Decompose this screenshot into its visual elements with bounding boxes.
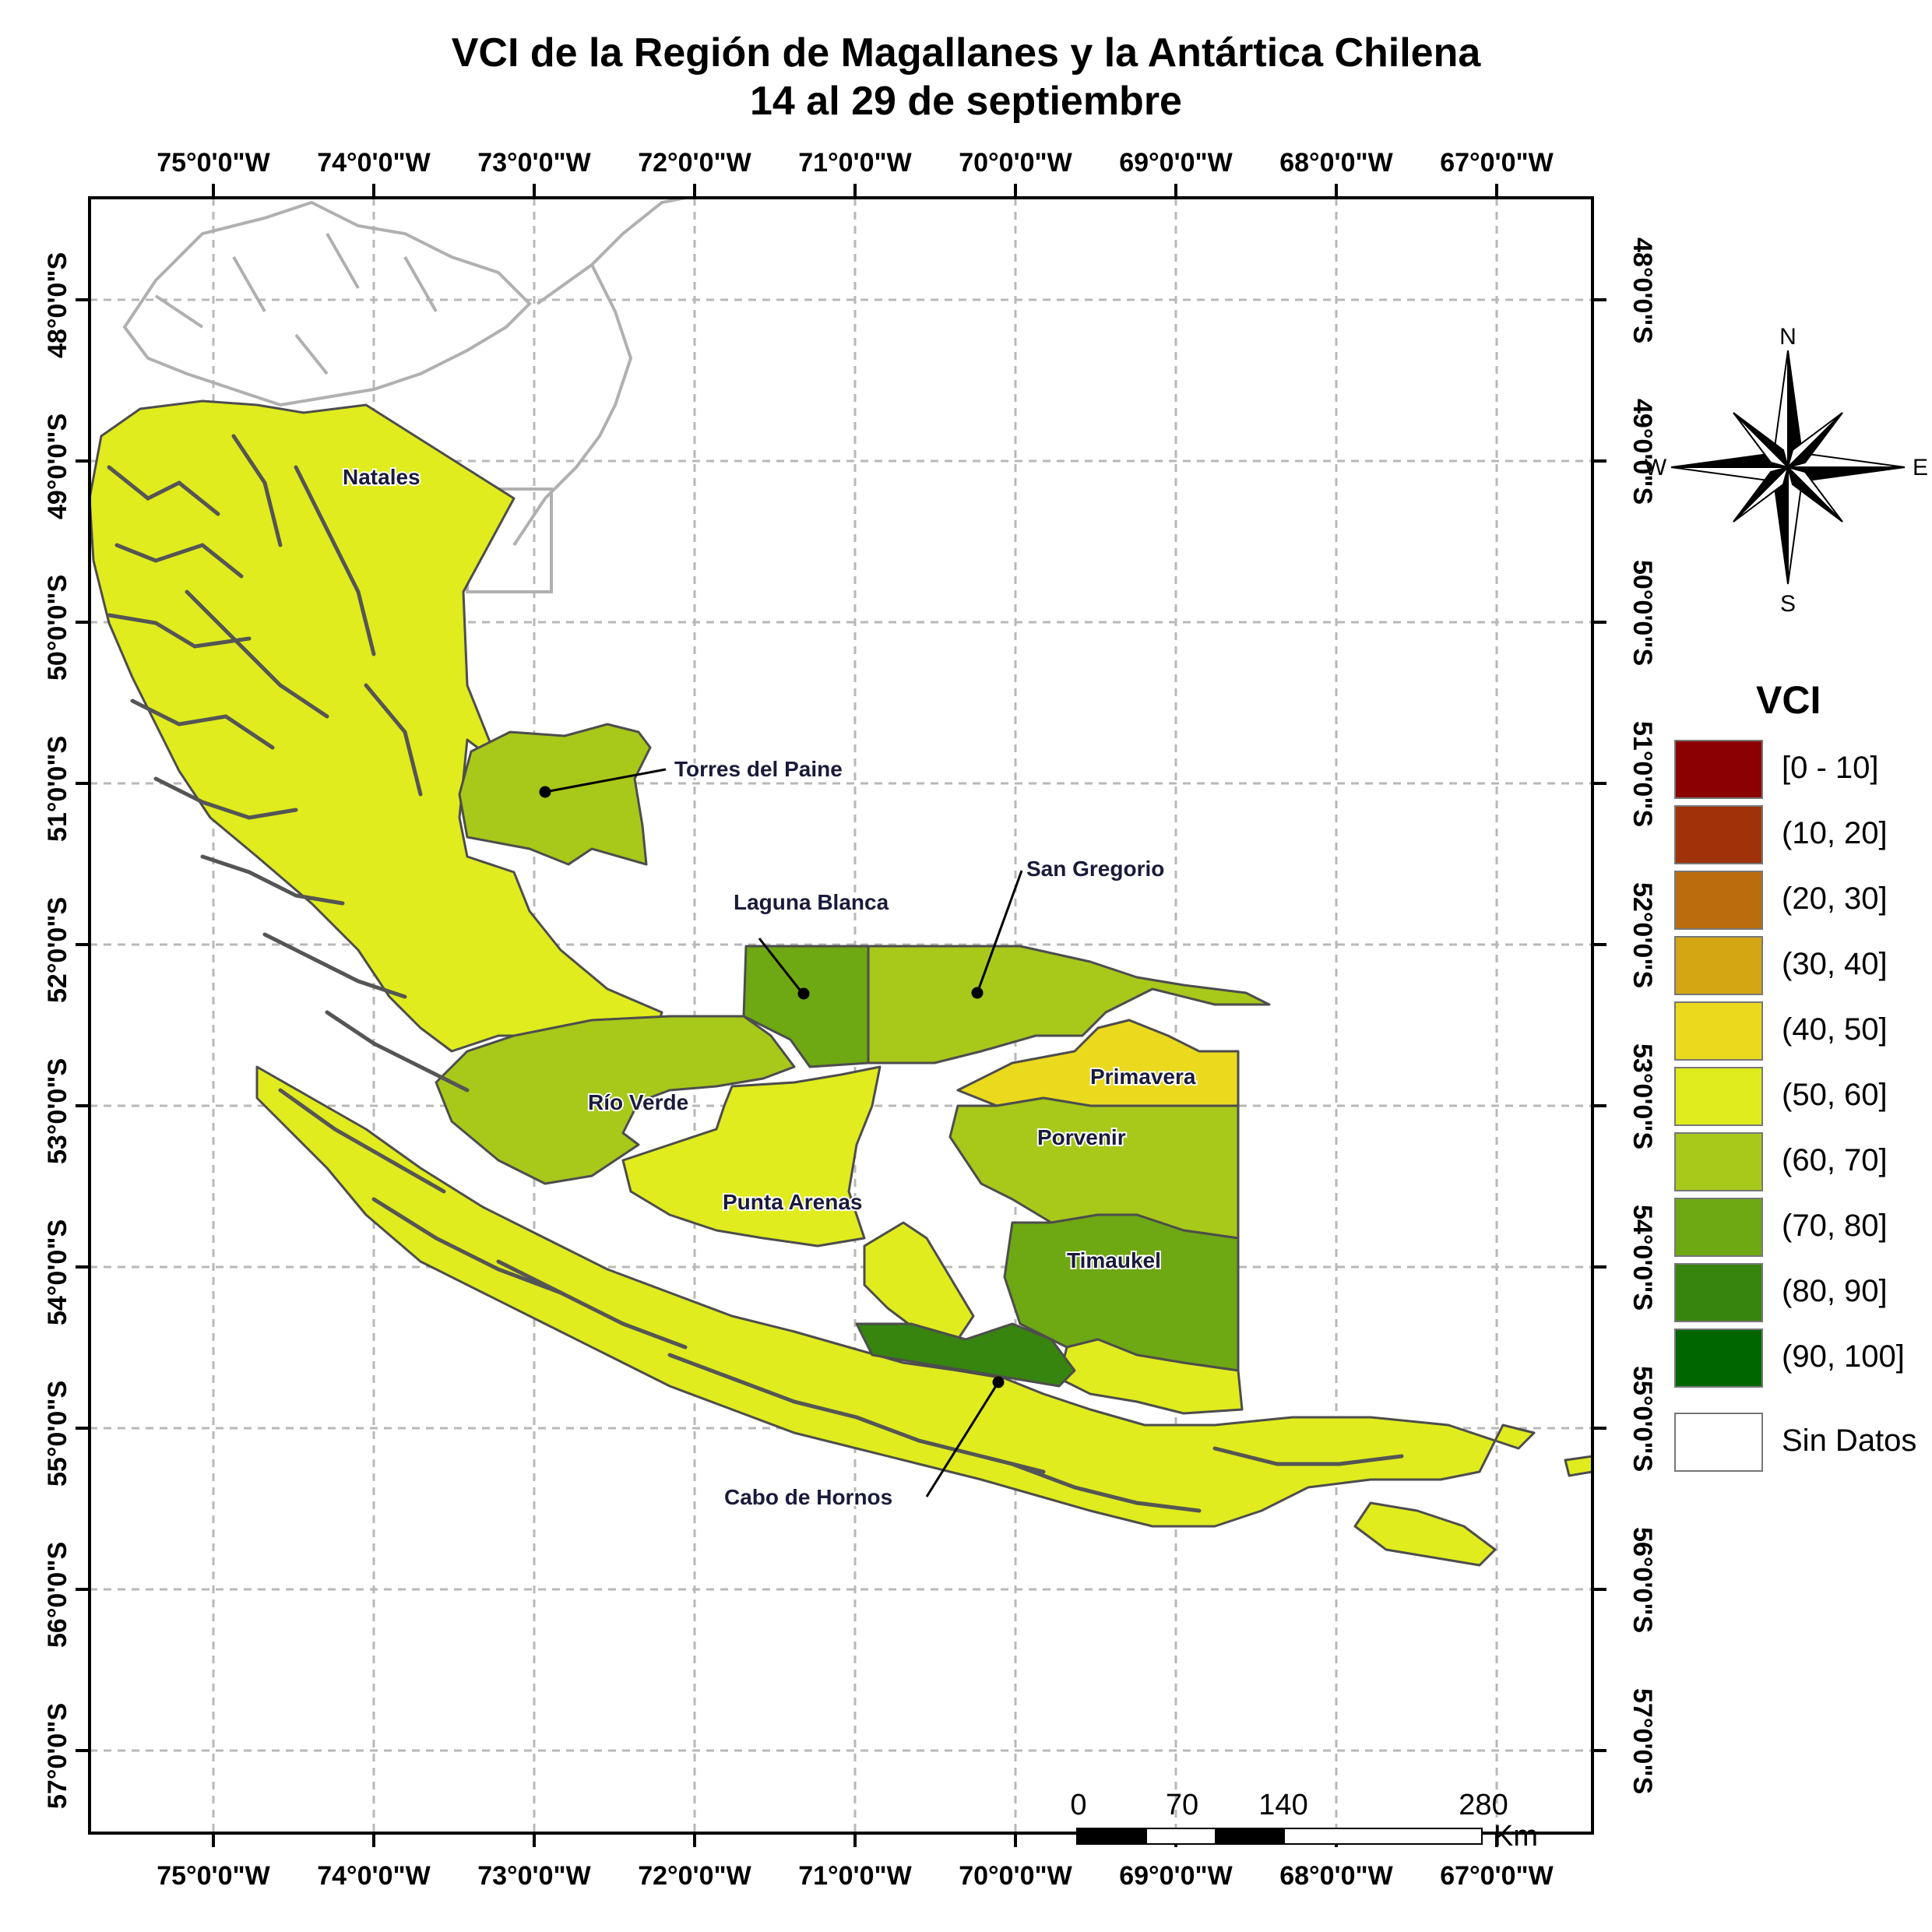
- scale-bar: 0 70 140 280 Km: [1070, 1789, 1538, 1853]
- island-dawson: [855, 1322, 1076, 1388]
- compass-north: N: [1779, 324, 1797, 350]
- legend-item: (20, 30]: [1674, 871, 1931, 930]
- label-timaukel: Timaukel: [1067, 1248, 1161, 1272]
- legend-label: (60, 70]: [1782, 1143, 1888, 1177]
- commune-timaukel-south-area: [1057, 1338, 1244, 1415]
- lon-label-bottom: 72°0'0"W: [638, 1861, 751, 1891]
- lon-label-bottom: 74°0'0"W: [317, 1861, 431, 1891]
- frame-ticks: [76, 184, 1606, 1847]
- commune-san-gregorio-area: [867, 945, 1271, 1065]
- lon-label-top: 71°0'0"W: [798, 148, 912, 178]
- legend-label: (90, 100]: [1782, 1339, 1905, 1374]
- legend-item: (90, 100]: [1674, 1328, 1931, 1388]
- label-rio-verde: Río Verde: [588, 1090, 688, 1114]
- island-east: [1494, 1423, 1536, 1450]
- legend-swatch: [1674, 805, 1763, 864]
- commune-torres-del-paine-area: [458, 723, 652, 866]
- lon-label-top: 72°0'0"W: [638, 148, 751, 178]
- label-san-gregorio: San Gregorio: [1026, 857, 1164, 881]
- scale-label-70: 70: [1166, 1789, 1198, 1821]
- legend-item: (80, 90]: [1674, 1263, 1931, 1322]
- label-primavera: Primavera: [1090, 1065, 1196, 1089]
- island-navarino: [1353, 1501, 1497, 1567]
- legend-swatch: [1674, 1132, 1763, 1191]
- compass-rose-icon: N S E W: [1645, 324, 1928, 617]
- legend-item: (60, 70]: [1674, 1132, 1931, 1191]
- legend-swatch: [1674, 1001, 1763, 1061]
- lon-label-top: 74°0'0"W: [317, 148, 431, 178]
- legend-title: VCI: [1756, 678, 1821, 722]
- legend-label: (50, 60]: [1782, 1078, 1888, 1112]
- label-leaders: [539, 768, 1023, 1497]
- legend-swatch: [1674, 936, 1763, 995]
- lon-label-top: 67°0'0"W: [1440, 148, 1554, 178]
- lon-label-bottom: 69°0'0"W: [1119, 1861, 1233, 1891]
- legend-label: (10, 20]: [1782, 816, 1888, 850]
- commune-punta-arenas-south-area: [863, 1221, 975, 1341]
- compass-south: S: [1780, 591, 1796, 617]
- label-punta-arenas: Punta Arenas: [723, 1190, 862, 1214]
- legend-label: [0 - 10]: [1782, 751, 1879, 785]
- scale-label-140: 140: [1258, 1789, 1307, 1821]
- legend-label: (30, 40]: [1782, 947, 1888, 981]
- legend-swatch: [1674, 1328, 1763, 1388]
- legend-item: (50, 60]: [1674, 1067, 1931, 1126]
- commune-cabo-de-hornos-area: [255, 1065, 1497, 1528]
- commune-rio-verde-area: [435, 1015, 796, 1185]
- lon-label-bottom: 75°0'0"W: [157, 1861, 270, 1891]
- legend-label: (40, 50]: [1782, 1012, 1888, 1047]
- legend-item: (70, 80]: [1674, 1198, 1931, 1257]
- legend-label: (70, 80]: [1782, 1209, 1888, 1243]
- label-torres-del-paine: Torres del Paine: [674, 757, 843, 781]
- legend-swatch: [1674, 1263, 1763, 1322]
- legend-label: (20, 30]: [1782, 882, 1888, 916]
- legend-label-no-data: Sin Datos: [1782, 1423, 1917, 1458]
- label-laguna-blanca: Laguna Blanca: [734, 890, 889, 914]
- scale-label-0: 0: [1070, 1789, 1086, 1821]
- legend-item: (10, 20]: [1674, 805, 1931, 864]
- legend-swatch: [1674, 740, 1763, 799]
- lon-label-top: 69°0'0"W: [1119, 148, 1233, 178]
- label-natales: Natales: [343, 465, 421, 489]
- coastline-detail: [107, 434, 1404, 1513]
- island-far-east: [1564, 1455, 1592, 1477]
- scale-unit: Km: [1494, 1820, 1538, 1853]
- lon-label-top: 68°0'0"W: [1279, 148, 1393, 178]
- lon-label-bottom: 70°0'0"W: [959, 1861, 1072, 1891]
- commune-punta-arenas-area: [621, 1065, 882, 1248]
- lon-label-bottom: 73°0'0"W: [477, 1861, 591, 1891]
- no-data-region: [122, 198, 686, 593]
- scale-label-280: 280: [1459, 1789, 1508, 1821]
- legend-swatch: [1674, 871, 1763, 930]
- compass-east: E: [1913, 455, 1928, 480]
- map-title: VCI de la Región de Magallanes y la Antá…: [451, 30, 1481, 76]
- legend-swatch-no-data: [1674, 1413, 1763, 1472]
- legend-item-no-data: Sin Datos: [1674, 1413, 1931, 1472]
- legend-swatch: [1674, 1067, 1763, 1126]
- lon-label-top: 75°0'0"W: [157, 148, 270, 178]
- legend-label: (80, 90]: [1782, 1274, 1888, 1308]
- label-cabo-de-hornos: Cabo de Hornos: [724, 1485, 892, 1509]
- legend-swatch: [1674, 1198, 1763, 1257]
- label-porvenir: Porvenir: [1037, 1125, 1126, 1149]
- lon-label-top: 70°0'0"W: [959, 148, 1072, 178]
- lon-label-bottom: 71°0'0"W: [798, 1861, 912, 1891]
- map-frame: [88, 196, 1594, 1835]
- legend-item: (30, 40]: [1674, 936, 1931, 995]
- compass-west: W: [1645, 455, 1667, 480]
- lon-label-top: 73°0'0"W: [477, 148, 591, 178]
- map-subtitle: 14 al 29 de septiembre: [750, 79, 1182, 124]
- lon-label-bottom: 67°0'0"W: [1440, 1861, 1554, 1891]
- lon-label-bottom: 68°0'0"W: [1279, 1861, 1393, 1891]
- legend-item: [0 - 10]: [1674, 740, 1931, 799]
- commune-natales-area: [90, 399, 663, 1053]
- legend-item: (40, 50]: [1674, 1001, 1931, 1061]
